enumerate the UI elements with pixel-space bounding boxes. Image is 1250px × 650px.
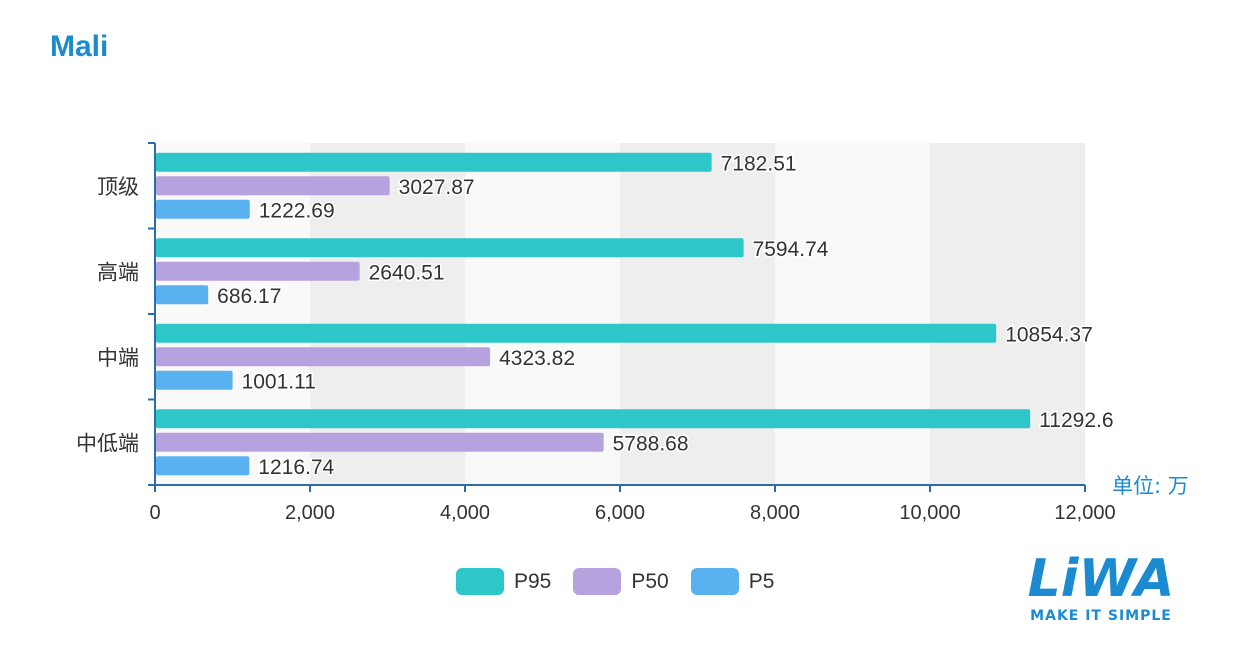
legend-label-p50: P50 <box>631 569 669 593</box>
data-label: 3027.87 <box>399 176 475 199</box>
axes: 0 2,000 4,000 6,000 8,000 10,000 12,000 顶级高端中端中… <box>76 142 1116 524</box>
svg-text:MAKE IT SIMPLE: MAKE IT SIMPLE <box>1030 608 1172 624</box>
x-tick-label: 6,000 <box>595 502 645 524</box>
data-label: 686.17 <box>217 285 281 308</box>
bar-p50 <box>156 261 360 281</box>
legend-swatch-p95 <box>456 568 504 595</box>
x-tick-label: 2,000 <box>285 502 335 524</box>
data-label: 1222.69 <box>259 199 335 222</box>
bar-p50 <box>156 347 491 367</box>
y-category-label: 中端 <box>97 346 139 370</box>
chart-title: Mali <box>50 30 109 63</box>
data-labels: 7182.51 3027.87 1222.69 7594.74 2640.51 686.1… <box>216 151 1115 481</box>
bar-p50 <box>156 176 390 196</box>
bar-p5 <box>156 370 233 390</box>
y-category-label: 中低端 <box>76 431 139 455</box>
data-label: 2640.51 <box>369 261 445 284</box>
bar-p95 <box>156 409 1031 429</box>
data-label: 4323.82 <box>499 347 575 370</box>
bar-p95 <box>156 152 712 172</box>
legend-item-p50[interactable]: P50 <box>573 568 669 595</box>
legend-swatch-p50 <box>573 568 622 595</box>
data-label: 7594.74 <box>753 238 829 261</box>
data-label: 1001.11 <box>242 370 316 393</box>
grid-band <box>775 143 930 485</box>
data-label: 10854.37 <box>1005 323 1093 346</box>
legend-item-p5[interactable]: P5 <box>690 568 775 595</box>
x-tick-label: 4,000 <box>440 502 490 524</box>
data-label: 7182.51 <box>721 152 797 175</box>
legend-swatch-p5 <box>690 568 739 595</box>
svg-text:LiWA: LiWA <box>1028 550 1175 609</box>
x-tick-label: 10,000 <box>899 502 960 524</box>
data-label: 11292.6 <box>1039 409 1113 432</box>
bar-p5 <box>156 199 250 219</box>
bars <box>156 152 1031 476</box>
x-tick-label: 8,000 <box>750 502 800 524</box>
unit-label: 单位: 万 <box>1112 474 1189 498</box>
legend: P95 P50 P5 <box>456 568 774 595</box>
y-category-label: 顶级 <box>97 175 139 199</box>
data-label: 5788.68 <box>613 432 689 455</box>
bar-p5 <box>156 456 250 476</box>
x-tick-label: 12,000 <box>1054 502 1115 524</box>
grid-band <box>930 143 1085 485</box>
bar-p95 <box>156 323 997 343</box>
bar-p50 <box>156 432 604 452</box>
x-tick-label: 0 <box>149 502 160 524</box>
bar-p95 <box>156 238 744 258</box>
legend-label-p5: P5 <box>748 569 775 593</box>
liwa-logo: LiWA MAKE IT SIMPLE <box>1028 550 1175 624</box>
legend-item-p95[interactable]: P95 <box>456 568 551 595</box>
y-category-label: 高端 <box>97 260 139 284</box>
data-label: 1216.74 <box>258 456 334 479</box>
legend-label-p95: P95 <box>514 569 552 593</box>
bar-p5 <box>156 285 209 305</box>
